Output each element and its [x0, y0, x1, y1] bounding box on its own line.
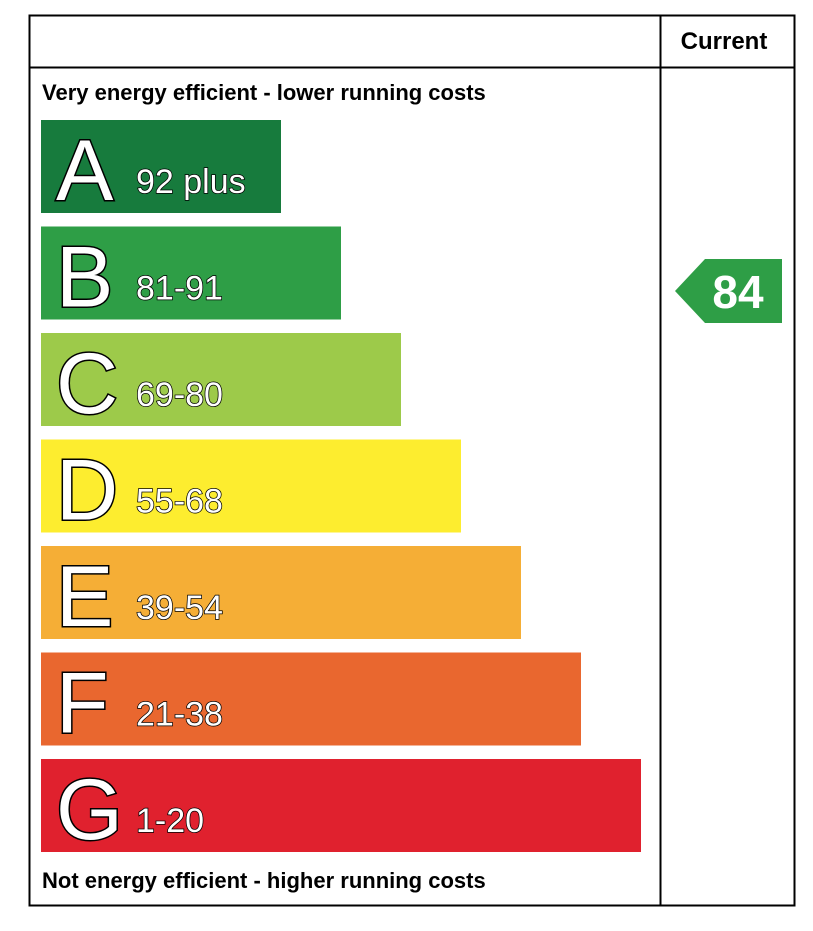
rating-arrow	[675, 259, 782, 323]
band-range: 39-54	[136, 589, 223, 627]
top-label: Very energy efficient - lower running co…	[42, 80, 486, 105]
band-range: 92 plus	[136, 163, 246, 201]
band-bar	[41, 652, 581, 746]
band-letter: C	[56, 336, 118, 432]
bottom-label: Not energy efficient - higher running co…	[42, 868, 486, 893]
band-range: 55-68	[136, 483, 223, 521]
band-letter: D	[56, 443, 118, 539]
column-header: Current	[681, 28, 768, 55]
band-range: 21-38	[136, 696, 223, 734]
band-bar	[41, 120, 281, 213]
band-bar	[41, 333, 401, 426]
band-letter: B	[56, 230, 113, 326]
band-letter: E	[56, 549, 113, 645]
band-bar	[41, 226, 341, 320]
band-range: 81-91	[136, 270, 223, 308]
band-letter: F	[56, 656, 109, 752]
current-rating: 84	[675, 259, 782, 323]
rating-value: 84	[712, 266, 764, 318]
band-bar	[41, 759, 641, 852]
band-letter: A	[56, 123, 114, 219]
bands: A 92 plus B 81-91 C 69-80 D 55-68 E 39-54 F 21-38 G 1…	[41, 120, 641, 860]
band-bar	[41, 439, 461, 533]
band-letter: G	[56, 762, 123, 858]
band-range: 69-80	[136, 376, 223, 414]
band-bar	[41, 546, 521, 639]
band-range: 1-20	[136, 802, 204, 840]
